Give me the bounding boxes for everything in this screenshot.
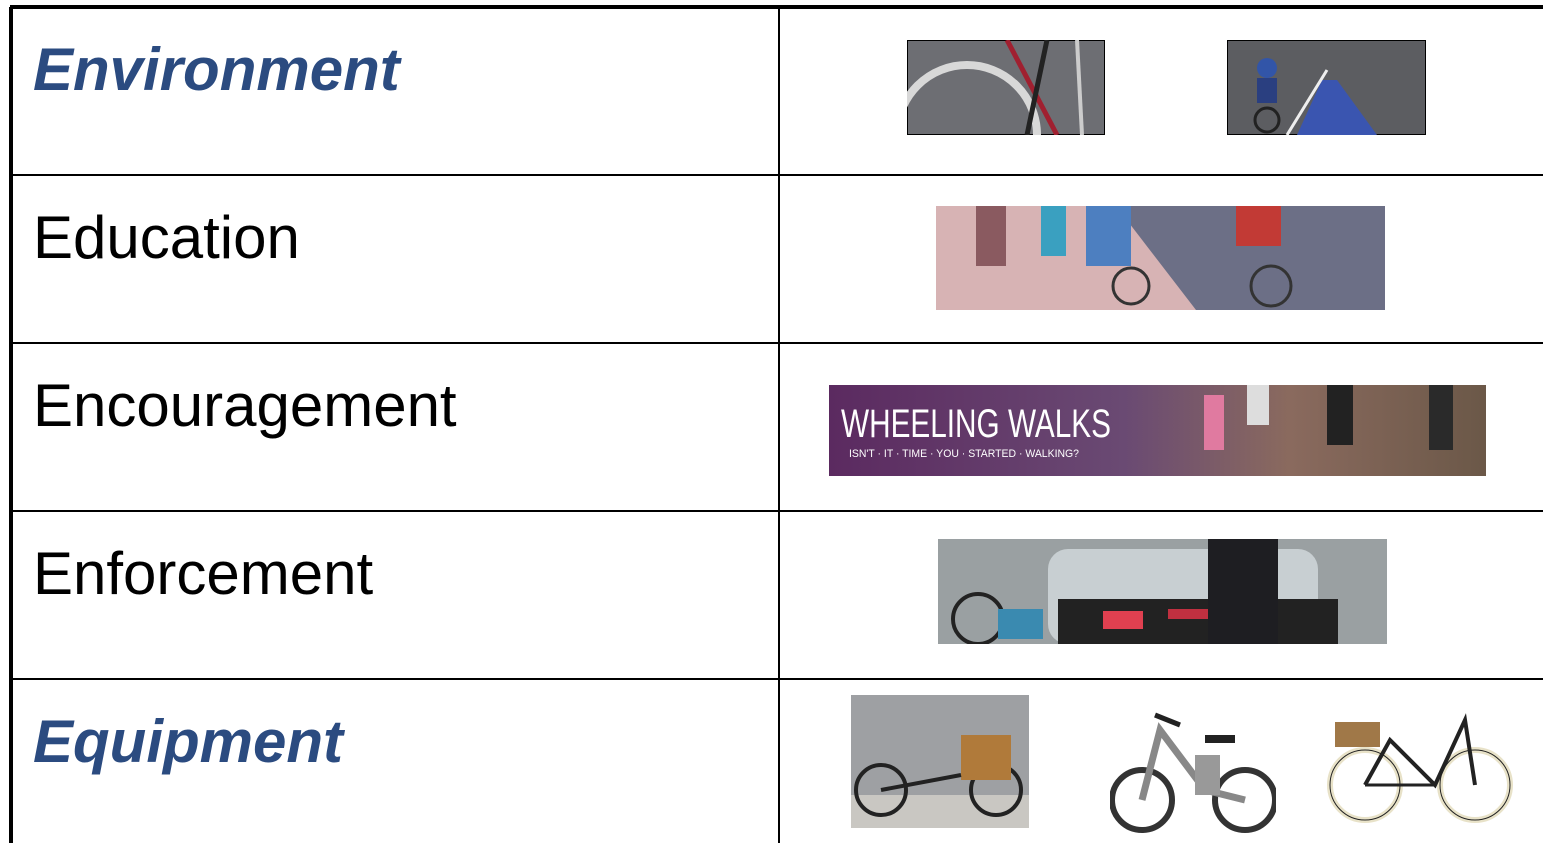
row-label: Encouragement bbox=[33, 372, 457, 439]
row-divider bbox=[10, 510, 1543, 512]
row-label: Enforcement bbox=[33, 540, 374, 607]
photo-police-bike bbox=[938, 539, 1387, 644]
column-divider bbox=[778, 7, 780, 843]
photo-cargo-bike bbox=[851, 695, 1029, 828]
photo-cruiser-bike bbox=[1327, 713, 1513, 823]
banner-wheeling-walks: WHEELING WALKS ISN'T · IT · TIME · YOU ·… bbox=[829, 385, 1486, 476]
photo-kids-cycling bbox=[936, 206, 1385, 310]
table-border-left bbox=[9, 7, 13, 843]
photo-bike-rack bbox=[907, 40, 1105, 135]
banner-tagline: ISN'T · IT · TIME · YOU · STARTED · WALK… bbox=[849, 448, 1079, 460]
row-label: Education bbox=[33, 204, 300, 271]
row-label: Equipment bbox=[33, 708, 343, 775]
row-label: Environment bbox=[33, 36, 400, 103]
banner-title: WHEELING WALKS bbox=[841, 402, 1111, 446]
photo-electric-bike bbox=[1110, 712, 1276, 833]
photo-bike-lane bbox=[1227, 40, 1426, 135]
row-divider bbox=[10, 174, 1543, 176]
row-divider bbox=[10, 678, 1543, 680]
table-border-top bbox=[10, 5, 1543, 9]
row-divider bbox=[10, 342, 1543, 344]
